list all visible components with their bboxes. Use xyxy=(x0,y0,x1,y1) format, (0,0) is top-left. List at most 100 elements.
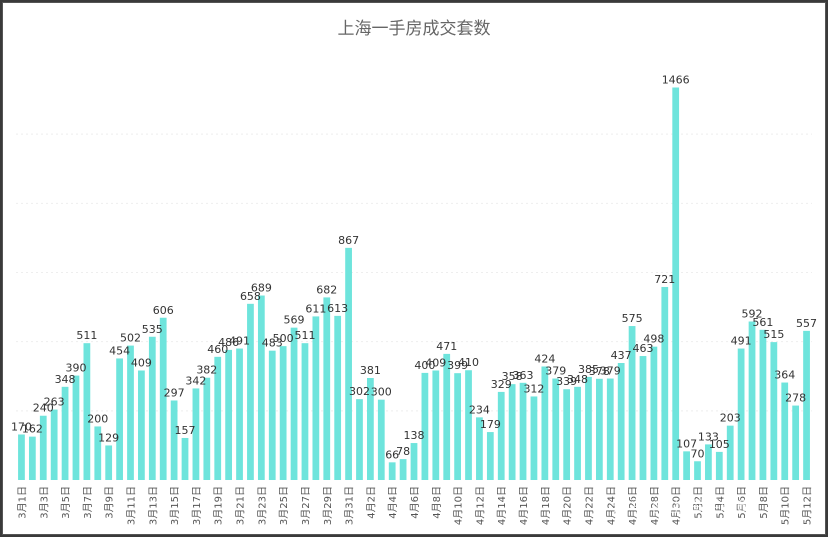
bar xyxy=(247,303,254,480)
data-label: 511 xyxy=(294,329,315,342)
data-label: 342 xyxy=(185,374,206,387)
bar xyxy=(127,345,134,480)
data-label: 689 xyxy=(251,282,272,295)
bar xyxy=(225,349,233,480)
bar xyxy=(18,434,25,480)
bar xyxy=(454,373,461,480)
data-label: 569 xyxy=(284,314,305,327)
bar xyxy=(377,399,385,480)
bar xyxy=(72,375,80,480)
bar xyxy=(399,459,407,480)
data-label: 410 xyxy=(458,356,479,369)
bar xyxy=(595,378,603,480)
x-tick-label: 3月23日 xyxy=(256,486,268,525)
data-label: 460 xyxy=(207,343,228,356)
data-label: 390 xyxy=(65,362,86,375)
data-label: 170 xyxy=(11,420,32,433)
data-label: 613 xyxy=(327,302,348,315)
data-label: 606 xyxy=(153,304,174,317)
data-label: 409 xyxy=(131,356,152,369)
data-label: 240 xyxy=(33,402,54,415)
bar xyxy=(606,378,614,480)
data-label: 561 xyxy=(752,316,773,329)
x-tick-label: 3月11日 xyxy=(125,486,137,525)
data-label: 437 xyxy=(611,349,632,362)
x-tick-label: 3月15日 xyxy=(169,486,181,525)
bar-series xyxy=(18,87,810,481)
data-label: 409 xyxy=(425,356,446,369)
x-tick-label: 4月12日 xyxy=(474,486,486,525)
data-label: 363 xyxy=(513,369,534,382)
bar xyxy=(552,378,560,480)
data-label: 157 xyxy=(175,424,196,437)
bar xyxy=(28,436,36,480)
x-tick-label: 3月17日 xyxy=(191,486,203,525)
bar xyxy=(737,348,745,480)
bar xyxy=(628,326,636,480)
x-tick-label: 4月4日 xyxy=(387,486,399,519)
x-tick-label: 5月10日 xyxy=(780,486,792,525)
bar xyxy=(803,330,810,480)
data-label: 105 xyxy=(709,438,730,451)
data-label: 592 xyxy=(742,308,763,321)
x-tick-label: 4月2日 xyxy=(365,486,377,519)
x-tick-label: 4月28日 xyxy=(649,486,661,525)
bar xyxy=(661,286,669,480)
bar xyxy=(508,384,516,480)
x-tick-label: 3月25日 xyxy=(278,486,290,525)
x-tick-label: 4月6日 xyxy=(409,486,421,519)
bar xyxy=(683,451,690,480)
x-axis-ticks: 3月1日 3月3日 3月5日 3月7日 3月9日 3月11日 3月13日 3月15日 3月17日… xyxy=(16,486,813,525)
x-tick-label: 5月2日 xyxy=(693,486,705,519)
data-label: 483 xyxy=(262,337,283,350)
bar xyxy=(694,461,701,480)
bar xyxy=(726,425,734,480)
bar xyxy=(105,445,113,480)
bar xyxy=(192,388,200,480)
data-label: 463 xyxy=(632,342,653,355)
x-tick-label: 4月30日 xyxy=(671,486,683,525)
data-label: 1466 xyxy=(662,73,690,86)
bar xyxy=(356,399,363,480)
bar xyxy=(705,444,712,480)
data-label: 399 xyxy=(447,359,468,372)
bar xyxy=(116,358,123,480)
bar xyxy=(748,321,756,480)
bar xyxy=(563,389,571,480)
data-label: 611 xyxy=(305,302,326,315)
bar xyxy=(83,343,91,480)
data-labels: 1701622402633483905112001294545024095356… xyxy=(11,73,817,461)
bar xyxy=(312,316,320,480)
x-tick-label: 3月5日 xyxy=(60,486,72,519)
x-tick-label: 4月14日 xyxy=(496,486,508,525)
x-tick-label: 4月22日 xyxy=(583,486,595,525)
data-label: 471 xyxy=(436,340,457,353)
data-label: 400 xyxy=(414,359,435,372)
x-tick-label: 3月9日 xyxy=(104,486,116,519)
data-label: 358 xyxy=(502,370,523,383)
bar xyxy=(486,432,494,480)
data-label: 234 xyxy=(469,403,490,416)
x-tick-label: 3月1日 xyxy=(16,486,28,519)
data-label: 557 xyxy=(796,317,817,330)
bar xyxy=(323,297,331,480)
data-label: 300 xyxy=(371,386,392,399)
data-label: 162 xyxy=(22,423,43,436)
data-label: 107 xyxy=(676,437,697,450)
data-label: 312 xyxy=(523,382,544,395)
data-label: 138 xyxy=(404,429,425,442)
bar xyxy=(290,327,298,480)
bar xyxy=(432,370,440,480)
data-label: 278 xyxy=(785,392,806,405)
x-tick-label: 4月16日 xyxy=(518,486,530,525)
data-label: 70 xyxy=(691,447,705,460)
data-label: 682 xyxy=(316,283,337,296)
x-tick-label: 3月13日 xyxy=(147,486,159,525)
data-label: 511 xyxy=(76,329,97,342)
x-tick-label: 3月3日 xyxy=(38,486,50,519)
bar xyxy=(94,426,102,480)
bar xyxy=(715,451,723,480)
data-label: 491 xyxy=(229,335,250,348)
bar xyxy=(617,363,625,480)
data-label: 129 xyxy=(98,431,119,444)
